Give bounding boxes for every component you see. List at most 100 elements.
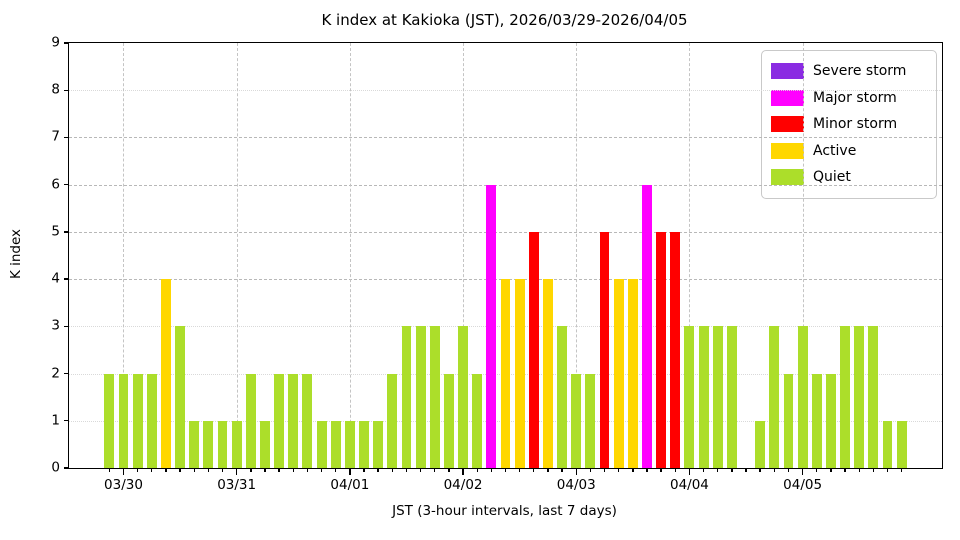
x-tick bbox=[419, 468, 422, 472]
x-tick bbox=[731, 468, 733, 472]
y-tick-label: 0 bbox=[51, 459, 60, 476]
k-index-bar bbox=[429, 326, 440, 468]
x-tick bbox=[688, 468, 691, 475]
x-tick bbox=[335, 468, 337, 472]
plot-area: Severe storm Major storm Minor storm Act… bbox=[51, 36, 943, 493]
k-index-bar bbox=[344, 420, 355, 468]
x-tick bbox=[278, 468, 280, 472]
k-index-bar bbox=[557, 326, 568, 468]
k-index-bar bbox=[599, 231, 610, 468]
legend-item-major-storm: Major storm bbox=[771, 85, 926, 112]
k-index-bar bbox=[160, 279, 171, 468]
y-tick-label: 6 bbox=[51, 175, 60, 192]
x-tick bbox=[136, 468, 139, 472]
k-index-bar bbox=[528, 231, 539, 468]
x-tick bbox=[547, 468, 549, 472]
k-index-bar bbox=[627, 279, 638, 468]
x-tick bbox=[476, 468, 478, 472]
k-index-bar bbox=[542, 279, 553, 468]
gridline-vertical bbox=[236, 43, 238, 468]
legend-label: Severe storm bbox=[813, 63, 907, 80]
k-index-bar bbox=[712, 326, 723, 468]
y-tick-label: 3 bbox=[51, 317, 60, 334]
k-index-bar bbox=[132, 373, 143, 468]
x-tick bbox=[702, 468, 705, 472]
y-tick bbox=[64, 278, 69, 280]
k-index-bar bbox=[882, 420, 893, 468]
k-index-bar bbox=[500, 279, 511, 468]
x-tick bbox=[660, 468, 662, 472]
x-tick-label: 04/05 bbox=[783, 477, 823, 493]
x-tick bbox=[745, 468, 747, 472]
chart-title: K index at Kakioka (JST), 2026/03/29-202… bbox=[321, 11, 688, 29]
k-index-bar bbox=[613, 279, 624, 468]
k-index-bar bbox=[146, 373, 157, 468]
gridline-horizontal bbox=[69, 184, 942, 186]
x-tick bbox=[674, 468, 676, 472]
x-tick bbox=[533, 468, 535, 472]
k-index-bar bbox=[359, 420, 369, 468]
x-tick bbox=[773, 468, 776, 472]
x-tick bbox=[886, 468, 889, 472]
y-tick bbox=[64, 372, 69, 375]
y-tick bbox=[64, 467, 69, 469]
x-tick-label: 03/31 bbox=[217, 477, 257, 493]
legend-label: Minor storm bbox=[813, 116, 898, 133]
x-tick bbox=[801, 468, 804, 475]
x-tick bbox=[108, 468, 110, 472]
x-tick bbox=[235, 468, 238, 475]
x-tick bbox=[179, 468, 181, 472]
legend-item-severe-storm: Severe storm bbox=[771, 58, 926, 85]
k-index-bar bbox=[330, 420, 341, 468]
k-index-bar bbox=[302, 373, 313, 468]
y-tick bbox=[64, 325, 69, 328]
y-tick-label: 5 bbox=[51, 223, 60, 240]
gridline-horizontal bbox=[69, 90, 942, 92]
x-tick bbox=[250, 468, 252, 472]
legend-item-active: Active bbox=[771, 138, 926, 165]
legend: Severe storm Major storm Minor storm Act… bbox=[761, 50, 937, 199]
x-tick bbox=[632, 468, 634, 472]
k-index-bar bbox=[288, 373, 299, 468]
legend-swatch-quiet bbox=[771, 169, 804, 186]
k-index-bar bbox=[698, 326, 709, 468]
x-tick bbox=[900, 468, 903, 472]
x-tick-label: 04/03 bbox=[556, 477, 596, 493]
x-tick-label: 04/01 bbox=[330, 477, 370, 493]
k-index-bar bbox=[684, 326, 695, 468]
legend-item-minor-storm: Minor storm bbox=[771, 111, 926, 138]
k-index-bar bbox=[274, 373, 285, 468]
x-tick bbox=[221, 468, 224, 472]
y-tick bbox=[64, 42, 69, 44]
k-index-bar bbox=[825, 373, 836, 468]
x-tick bbox=[391, 468, 393, 472]
k-index-bar bbox=[245, 373, 256, 468]
k-index-bar bbox=[769, 326, 780, 468]
k-index-bar bbox=[316, 420, 327, 468]
x-tick-label: 04/02 bbox=[443, 477, 483, 493]
legend-swatch-severe-storm bbox=[771, 63, 804, 80]
gridline-vertical bbox=[802, 43, 804, 468]
x-tick bbox=[207, 468, 210, 472]
legend-swatch-active bbox=[771, 142, 804, 159]
x-tick bbox=[490, 468, 493, 472]
k-index-bar bbox=[175, 326, 185, 468]
x-tick bbox=[349, 468, 351, 475]
k-index-bar bbox=[811, 373, 822, 468]
x-tick bbox=[405, 468, 408, 472]
legend-item-quiet: Quiet bbox=[771, 164, 926, 191]
x-tick bbox=[292, 468, 294, 472]
y-tick bbox=[64, 89, 69, 91]
x-tick-label: 03/30 bbox=[104, 477, 143, 493]
x-tick bbox=[872, 468, 875, 472]
y-tick bbox=[64, 420, 69, 422]
k-index-bar bbox=[401, 326, 412, 468]
x-tick bbox=[589, 468, 592, 472]
k-index-bar bbox=[797, 326, 808, 468]
k-index-bar bbox=[217, 420, 228, 468]
k-index-bar bbox=[642, 184, 652, 468]
y-tick-label: 9 bbox=[51, 34, 60, 51]
k-index-bar bbox=[203, 420, 214, 468]
k-index-bar bbox=[373, 420, 384, 468]
